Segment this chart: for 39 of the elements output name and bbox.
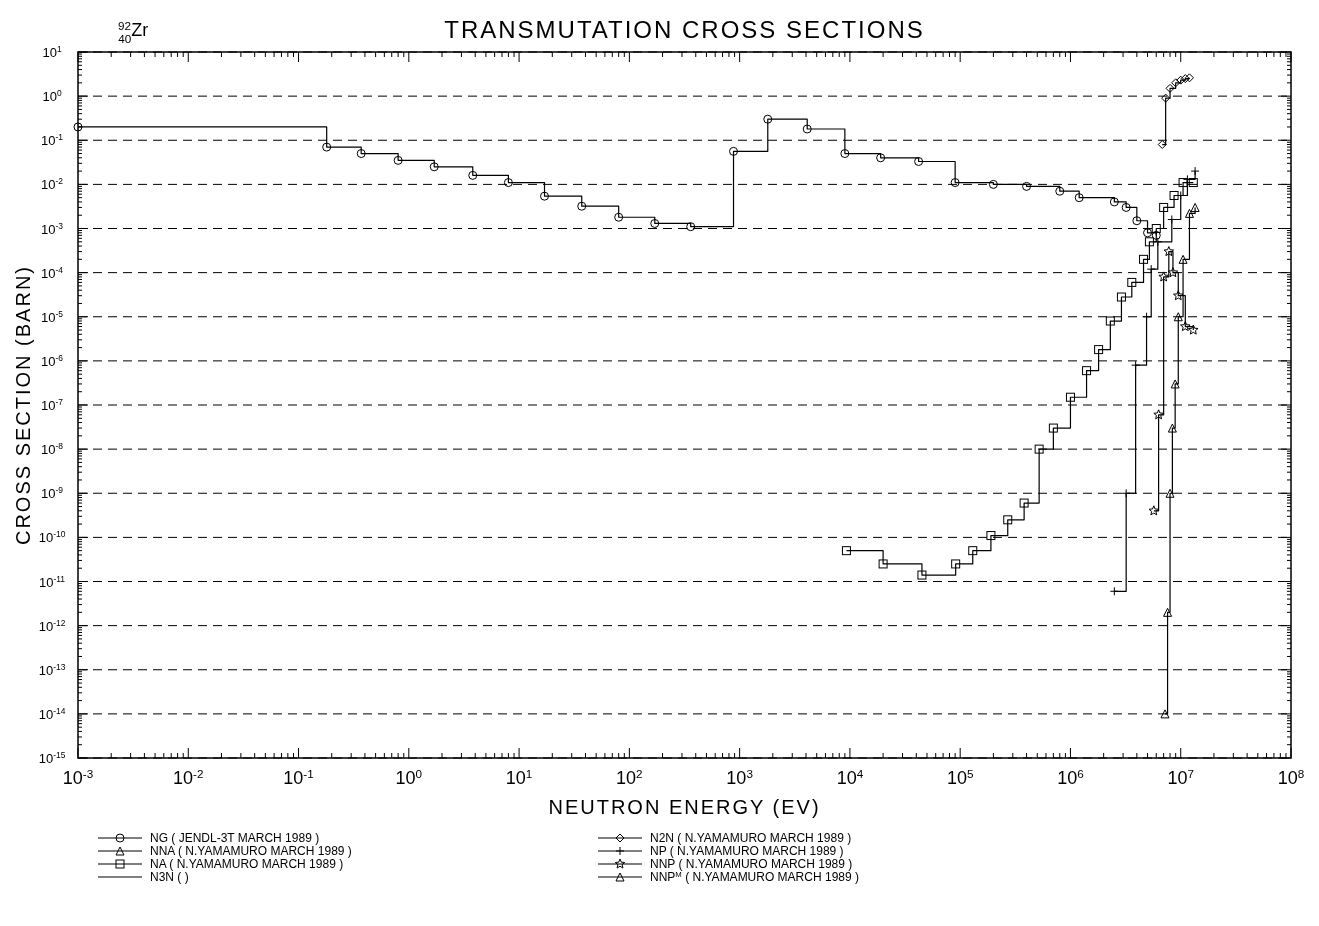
y-tick-label: 10$^{-6}$ — [41, 352, 64, 369]
y-axis-title: CROSS SECTION (BARN) — [12, 264, 34, 546]
legend-label: NNP ( N.YAMAMURO MARCH 1989 ) — [650, 857, 853, 871]
x-tick-label: 10$^{4}$ — [836, 766, 864, 788]
y-tick-label: 10$^{-3}$ — [41, 220, 64, 237]
legend-label: NG ( JENDL-3T MARCH 1989 ) — [150, 831, 320, 845]
x-tick-label: 10$^{3}$ — [726, 766, 753, 788]
y-tick-label: 10$^{-13}$ — [38, 661, 66, 678]
y-tick-label: 10$^{-11}$ — [38, 573, 66, 590]
x-tick-label: 10$^{8}$ — [1277, 766, 1305, 788]
y-tick-label: 10$^{-9}$ — [41, 485, 64, 502]
x-tick-label: 10$^{2}$ — [616, 766, 643, 788]
x-tick-label: 10$^{1}$ — [505, 766, 533, 788]
y-tick-label: 10$^{-12}$ — [38, 617, 66, 634]
x-axis-title: NEUTRON ENERGY (EV) — [548, 796, 821, 818]
y-tick-label: 10$^{-7}$ — [41, 397, 64, 413]
y-tick-label: 10$^{-10}$ — [38, 529, 66, 546]
chart-title: TRANSMUTATION CROSS SECTIONS — [444, 16, 925, 43]
x-tick-label: 10$^{5}$ — [946, 766, 974, 788]
legend-label: N2N ( N.YAMAMURO MARCH 1989 ) — [650, 831, 852, 845]
legend-label: NNA ( N.YAMAMURO MARCH 1989 ) — [150, 844, 352, 858]
x-tick-label: 10$^{7}$ — [1167, 766, 1194, 788]
x-tick-label: 10$^{0}$ — [395, 766, 423, 788]
y-tick-label: 10$^{1}$ — [42, 44, 62, 60]
x-tick-label: 10$^{-1}$ — [283, 766, 314, 788]
y-tick-label: 10$^{-5}$ — [41, 308, 64, 325]
y-tick-label: 10$^{0}$ — [42, 88, 62, 105]
legend-label: NP ( N.YAMAMURO MARCH 1989 ) — [650, 844, 844, 858]
y-tick-label: 10$^{-15}$ — [38, 750, 66, 766]
x-tick-label: 10$^{6}$ — [1057, 766, 1084, 788]
y-tick-label: 10$^{-1}$ — [41, 132, 64, 149]
x-tick-label: 10$^{-3}$ — [62, 766, 94, 788]
y-tick-label: 10$^{-14}$ — [38, 705, 66, 722]
y-tick-label: 10$^{-4}$ — [41, 264, 64, 281]
y-tick-label: 10$^{-2}$ — [41, 176, 64, 193]
legend-label: N3N ( ) — [150, 870, 189, 884]
x-tick-label: 10$^{-2}$ — [173, 766, 204, 788]
y-tick-label: 10$^{-8}$ — [41, 441, 64, 458]
legend-label: NA ( N.YAMAMURO MARCH 1989 ) — [150, 857, 344, 871]
